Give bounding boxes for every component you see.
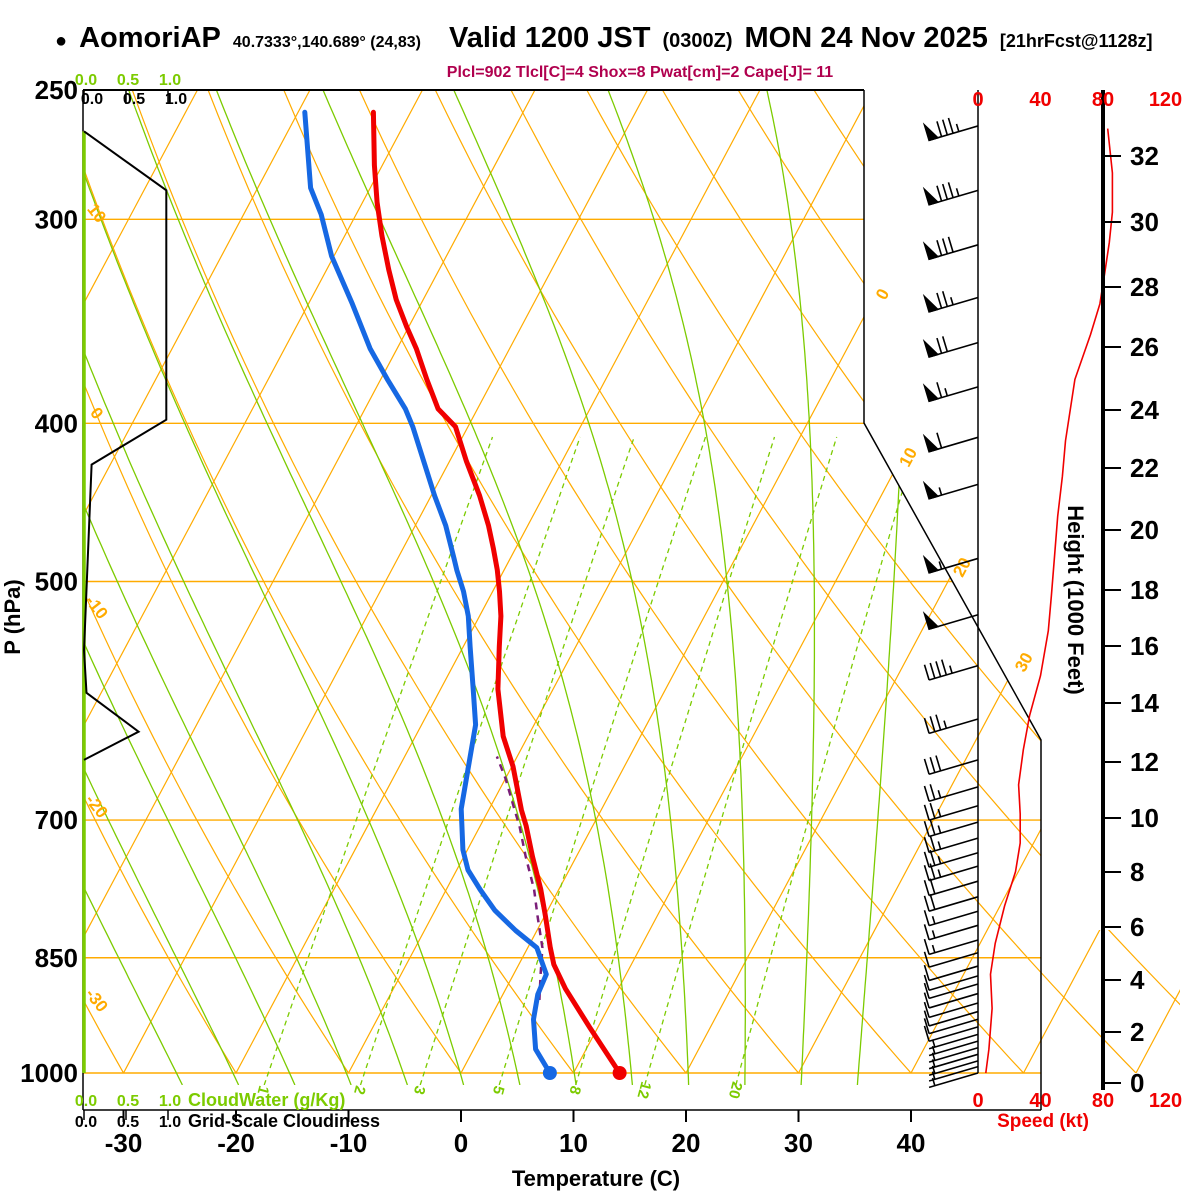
svg-text:10: 10 xyxy=(895,444,921,470)
chart-header: ● AomoriAP 40.7333°,140.689° (24,83) Val… xyxy=(55,22,1195,55)
svg-text:30: 30 xyxy=(784,1128,813,1158)
svg-text:20: 20 xyxy=(949,554,975,580)
station-bullet-icon: ● xyxy=(55,30,68,52)
svg-text:400: 400 xyxy=(35,408,78,438)
svg-text:22: 22 xyxy=(1130,453,1159,483)
svg-text:40: 40 xyxy=(1029,89,1051,111)
svg-text:1.0: 1.0 xyxy=(159,1093,181,1110)
svg-text:P (hPa): P (hPa) xyxy=(0,579,25,654)
svg-text:0: 0 xyxy=(972,89,983,111)
svg-text:CloudWater (g/Kg): CloudWater (g/Kg) xyxy=(188,1090,345,1110)
svg-text:0: 0 xyxy=(454,1128,468,1158)
svg-text:0.5: 0.5 xyxy=(117,1093,139,1110)
svg-text:0.0: 0.0 xyxy=(75,1114,97,1131)
svg-text:40: 40 xyxy=(1029,1090,1051,1112)
station-name: AomoriAP xyxy=(79,22,221,54)
sounding-parameters: Plcl=902 Tlcl[C]=4 Shox=8 Pwat[cm]=2 Cap… xyxy=(446,64,834,81)
svg-text:850: 850 xyxy=(35,943,78,973)
svg-text:2: 2 xyxy=(350,1084,369,1096)
svg-text:80: 80 xyxy=(1092,1090,1114,1112)
svg-text:20: 20 xyxy=(1130,515,1159,545)
svg-text:Height (1000 Feet): Height (1000 Feet) xyxy=(1063,505,1088,695)
cloudiness-profile xyxy=(82,130,168,761)
svg-text:18: 18 xyxy=(1130,575,1159,605)
svg-text:-20: -20 xyxy=(217,1128,255,1158)
svg-text:-10: -10 xyxy=(330,1128,368,1158)
svg-text:700: 700 xyxy=(35,805,78,835)
svg-text:32: 32 xyxy=(1130,141,1159,171)
svg-text:Temperature (C): Temperature (C) xyxy=(512,1166,680,1191)
svg-text:500: 500 xyxy=(35,567,78,597)
svg-text:-30: -30 xyxy=(82,985,112,1016)
svg-text:Speed (kt): Speed (kt) xyxy=(997,1111,1089,1132)
svg-text:120: 120 xyxy=(1149,1090,1182,1112)
svg-text:8: 8 xyxy=(1130,857,1144,887)
svg-text:-30: -30 xyxy=(105,1128,143,1158)
svg-text:1.0: 1.0 xyxy=(159,1114,181,1131)
svg-text:0: 0 xyxy=(972,1090,983,1112)
svg-text:12: 12 xyxy=(634,1080,655,1101)
valid-time-utc: (0300Z) xyxy=(662,30,733,52)
svg-text:2: 2 xyxy=(1130,1017,1144,1047)
svg-text:6: 6 xyxy=(1130,912,1144,942)
svg-text:0.5: 0.5 xyxy=(117,1114,139,1131)
svg-text:40: 40 xyxy=(897,1128,926,1158)
cloud-scales: 0.0 0.0 0.0 0.0 0.5 0.5 0.5 0.5 1.0 1.0 1.0 1.0 Clou… xyxy=(75,72,380,1131)
valid-date: MON 24 Nov 2025 xyxy=(744,22,988,54)
svg-text:80: 80 xyxy=(1092,89,1114,111)
svg-text:5: 5 xyxy=(489,1084,508,1096)
svg-text:10: 10 xyxy=(83,200,110,227)
svg-text:3: 3 xyxy=(410,1084,429,1096)
svg-text:12: 12 xyxy=(1130,747,1159,777)
svg-text:20: 20 xyxy=(672,1128,701,1158)
svg-text:0.5: 0.5 xyxy=(117,72,139,89)
svg-text:120: 120 xyxy=(1149,89,1182,111)
wind-barbs xyxy=(922,117,979,1089)
svg-text:30: 30 xyxy=(1011,649,1037,675)
mixing-ratio-grid xyxy=(263,436,919,1085)
svg-text:0.5: 0.5 xyxy=(123,91,145,108)
svg-text:1.0: 1.0 xyxy=(165,91,187,108)
plot-frame xyxy=(82,89,1042,1111)
svg-text:30: 30 xyxy=(1130,207,1159,237)
svg-text:16: 16 xyxy=(1130,631,1159,661)
svg-text:0: 0 xyxy=(872,286,893,303)
forecast-info: [21hrFcst@1128z] xyxy=(999,31,1153,51)
pressure-axis: 250 300 400 500 700 850 1000 P (hPa) xyxy=(0,75,78,1088)
svg-text:300: 300 xyxy=(35,204,78,234)
parcel-path xyxy=(495,756,544,1000)
svg-text:Grid-Scale Cloudiness: Grid-Scale Cloudiness xyxy=(188,1111,380,1131)
svg-text:1000: 1000 xyxy=(20,1058,78,1088)
svg-text:28: 28 xyxy=(1130,272,1159,302)
svg-text:1.0: 1.0 xyxy=(159,72,181,89)
moist-adiabat-grid xyxy=(83,90,907,1085)
svg-text:8: 8 xyxy=(565,1084,584,1096)
svg-text:0: 0 xyxy=(1130,1068,1144,1098)
valid-time: Valid 1200 JST xyxy=(448,22,651,54)
svg-text:10: 10 xyxy=(1130,803,1159,833)
svg-text:0.0: 0.0 xyxy=(75,1093,97,1110)
svg-text:24: 24 xyxy=(1130,395,1159,425)
surface-dewpoint-dot xyxy=(542,1066,557,1080)
temperature-curve xyxy=(370,109,623,1076)
svg-text:0.0: 0.0 xyxy=(75,72,97,89)
svg-text:10: 10 xyxy=(559,1128,588,1158)
wind-speed-curve xyxy=(985,128,1114,1074)
surface-temperature-dot xyxy=(612,1066,627,1080)
station-coordinates: 40.7333°,140.689° (24,83) xyxy=(232,34,421,51)
temperature-axis: -30 -20 -10 0 10 20 30 40 Temperature (C) xyxy=(105,1110,926,1191)
dewpoint-curve xyxy=(302,109,553,1076)
svg-text:0: 0 xyxy=(86,404,107,423)
svg-text:14: 14 xyxy=(1130,688,1159,718)
svg-text:250: 250 xyxy=(35,75,78,105)
svg-text:20: 20 xyxy=(725,1080,746,1101)
svg-text:0.0: 0.0 xyxy=(81,91,103,108)
svg-text:4: 4 xyxy=(1130,965,1145,995)
dry-adiabat-grid xyxy=(83,90,1180,1073)
svg-text:26: 26 xyxy=(1130,332,1159,362)
